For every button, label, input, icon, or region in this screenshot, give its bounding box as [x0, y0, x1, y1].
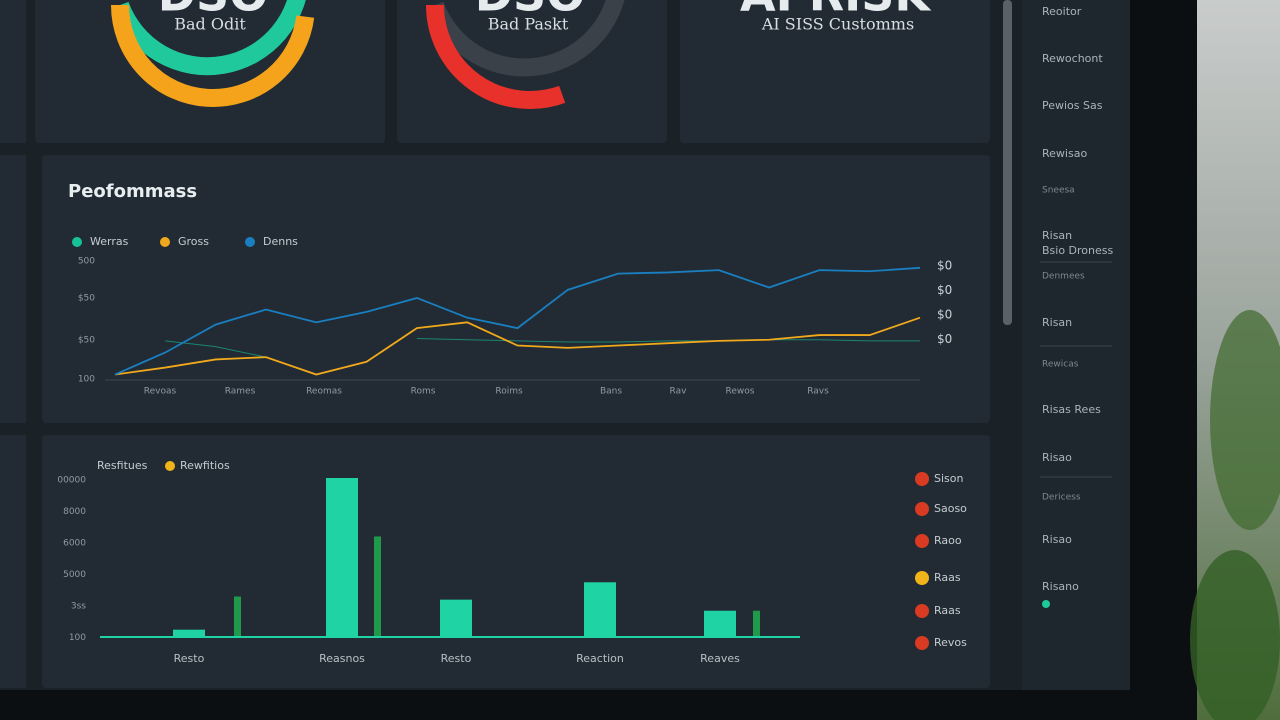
y-tick-label: 00000 — [57, 476, 86, 486]
status-dot — [915, 472, 929, 486]
y-tick-label: 500 — [78, 257, 95, 267]
status-label: Saoso — [934, 502, 967, 515]
sidebar — [1022, 0, 1130, 690]
gauge-label: Bad Odit — [174, 15, 246, 34]
card-label: AI SISS Customms — [761, 15, 914, 34]
x-tick-label: Resto — [441, 652, 472, 665]
card — [42, 435, 990, 688]
sidebar-item: Risao — [1042, 533, 1072, 546]
status-label: Raas — [934, 571, 961, 584]
x-tick-label: Roms — [411, 387, 436, 397]
status-dot — [915, 604, 929, 618]
card — [0, 0, 26, 143]
status-dot — [915, 502, 929, 516]
legend-label: Werras — [90, 235, 129, 248]
gauge-value: DSO — [475, 0, 585, 22]
y-tick-label: 6000 — [63, 539, 86, 549]
sidebar-item: Risan — [1042, 229, 1072, 242]
gauge-track — [426, 0, 625, 77]
sidebar-item: Dericess — [1042, 493, 1081, 503]
x-tick-label: Reomas — [306, 387, 342, 397]
x-tick-label: Revoas — [144, 387, 177, 397]
sidebar-item: Pewios Sas — [1042, 99, 1103, 112]
line-series — [114, 316, 921, 376]
x-tick-label: Roims — [495, 387, 523, 397]
sidebar-item: Risas Rees — [1042, 403, 1101, 416]
sidebar-item: Sneesa — [1042, 186, 1075, 196]
sidebar-item: Rewicas — [1042, 360, 1079, 370]
status-dot — [915, 636, 929, 650]
line-series — [114, 266, 921, 376]
status-dot — [1042, 600, 1050, 608]
x-tick-label: Reasnos — [319, 652, 365, 665]
status-label: Sison — [934, 472, 963, 485]
x-tick-label: Resto — [174, 652, 205, 665]
legend-dot — [165, 461, 175, 471]
bar — [234, 596, 241, 636]
status-dot — [915, 571, 929, 585]
legend-label: Denns — [263, 235, 298, 248]
legend-label: Rewfitios — [180, 459, 230, 472]
bar — [374, 536, 381, 636]
bar — [584, 582, 616, 636]
legend-dot — [72, 237, 82, 247]
card — [42, 155, 990, 423]
bar — [753, 610, 760, 636]
bar — [326, 478, 358, 636]
card — [0, 435, 26, 688]
sidebar-item: Risan — [1042, 316, 1072, 329]
sidebar-item: Rewisao — [1042, 147, 1087, 160]
legend-label: Gross — [178, 235, 209, 248]
y-tick-label: $0 — [937, 332, 952, 346]
status-label: Raas — [934, 604, 961, 617]
panel-title: Peofommass — [68, 181, 197, 202]
y-tick-label: $0 — [937, 308, 952, 322]
bar — [704, 610, 736, 636]
status-label: Raoo — [934, 534, 962, 547]
foliage — [1210, 310, 1280, 530]
gauge-value: DSO — [158, 0, 268, 22]
gauge-label: Bad Paskt — [488, 15, 569, 34]
sidebar-item: Rewochont — [1042, 52, 1103, 65]
x-tick-label: Rewos — [726, 387, 755, 397]
sidebar-item: Reoitor — [1042, 5, 1082, 18]
gauge-track — [111, 0, 306, 76]
y-tick-label: $50 — [78, 336, 95, 346]
bar — [440, 599, 472, 636]
x-tick-label: Rames — [225, 387, 256, 397]
y-tick-label: $50 — [78, 294, 95, 304]
sidebar-item: Risao — [1042, 451, 1072, 464]
foliage — [1190, 550, 1280, 720]
y-tick-label: 8000 — [63, 507, 86, 517]
sidebar-item: Denmees — [1042, 272, 1085, 282]
status-dot — [915, 534, 929, 548]
status-label: Revos — [934, 636, 967, 649]
sidebar-item: Bsio Droness — [1042, 244, 1114, 257]
scrollbar[interactable] — [1003, 0, 1012, 325]
card — [680, 0, 990, 143]
y-tick-label: 3ss — [71, 602, 86, 612]
x-tick-label: Reaves — [700, 652, 740, 665]
sidebar-item: Risano — [1042, 580, 1079, 593]
gauge-arc — [426, 4, 566, 109]
card-value: AI RISK — [740, 0, 932, 22]
x-tick-label: Rav — [670, 387, 688, 397]
y-tick-label: 5000 — [63, 570, 86, 580]
gauge-arc — [111, 4, 315, 107]
legend-label: Resfitues — [97, 459, 148, 472]
y-tick-label: 100 — [78, 375, 95, 385]
card — [0, 155, 26, 423]
x-tick-label: Bans — [600, 387, 622, 397]
x-tick-label: Ravs — [807, 387, 829, 397]
y-tick-label: 100 — [69, 633, 86, 643]
legend-dot — [160, 237, 170, 247]
x-tick-label: Reaction — [576, 652, 624, 665]
bar — [173, 629, 205, 636]
y-tick-label: $0 — [937, 259, 952, 273]
legend-dot — [245, 237, 255, 247]
y-tick-label: $0 — [937, 283, 952, 297]
